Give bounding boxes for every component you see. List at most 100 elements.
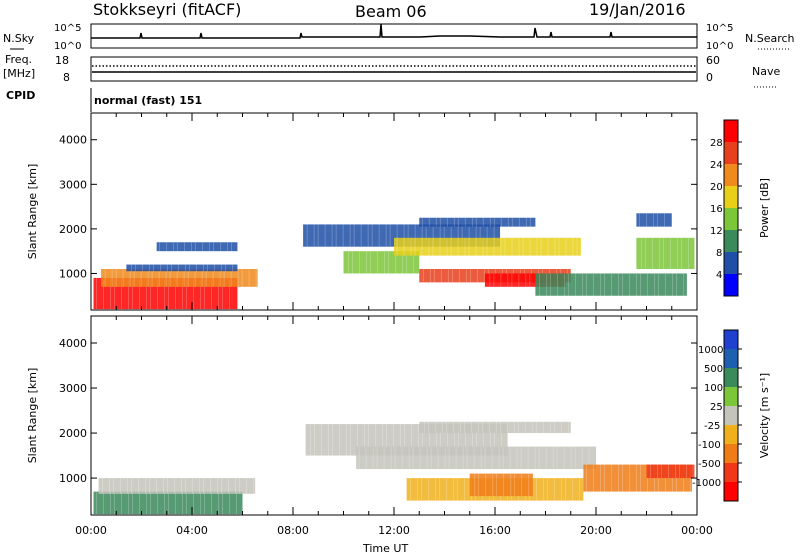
colorbar-tick-label: 500	[704, 364, 723, 375]
nsky-tick-low: 10^0	[54, 41, 81, 52]
colorbar-segment	[724, 444, 738, 463]
data-region	[101, 268, 258, 287]
freq-tick-low: 8	[63, 71, 70, 84]
y-tick-label: 3000	[59, 178, 87, 191]
colorbar-tick-label: -500	[698, 459, 721, 470]
x-tick-label: 00:00	[681, 524, 713, 537]
data-region	[419, 421, 571, 434]
colorbar-segment	[724, 387, 738, 406]
nsearch-tick-low: 10^0	[706, 41, 733, 52]
colorbar-tick-label: 1000	[698, 345, 723, 356]
y-axis-label: Slant Range [km]	[26, 368, 39, 464]
time-axis: 00:00 04:00 08:00 12:00 16:00 20:00 00:00	[75, 524, 713, 537]
y-tick-label: 1000	[59, 472, 87, 485]
x-tick-label: 08:00	[277, 524, 309, 537]
x-axis-label: Time UT	[362, 542, 408, 554]
colorbar-tick-label: 4	[716, 270, 722, 281]
cpid-text: normal (fast) 151	[94, 94, 202, 107]
data-region	[646, 464, 695, 479]
colorbar-tick-label: 24	[710, 160, 723, 171]
colorbar-tick-label: -25	[704, 421, 720, 432]
y-axis-label: Slant Range [km]	[26, 164, 39, 260]
colorbar-label: Velocity [m s⁻¹]	[758, 373, 771, 458]
y-tick-label: 2000	[59, 223, 87, 236]
data-region	[343, 251, 420, 274]
colorbar-tick-label: -1000	[692, 478, 721, 489]
nave-tick-high: 60	[706, 54, 720, 67]
data-region	[156, 242, 238, 252]
y-tick-label: 4000	[59, 337, 87, 350]
power-panel: 4000 3000 2000 1000 Slant Range [km] 28 24 20 16…	[26, 112, 771, 311]
data-region	[636, 213, 672, 227]
colorbar-segment	[724, 120, 738, 142]
cpid-label: CPID	[6, 89, 35, 102]
colorbar-tick-label: 25	[710, 402, 723, 413]
nsky-label: N.Sky	[3, 32, 35, 45]
colorbar-segment	[724, 230, 738, 252]
x-tick-label: 04:00	[176, 524, 208, 537]
data-region	[469, 473, 533, 497]
y-tick-label: 3000	[59, 382, 87, 395]
colorbar-segment	[724, 164, 738, 186]
y-tick-label: 1000	[59, 267, 87, 280]
nsky-strip: N.Sky 10^5 10^0 10^5 10^0 N.Search	[3, 23, 795, 52]
scatter-regions	[93, 421, 695, 515]
nsearch-tick-high: 10^5	[706, 23, 733, 34]
colorbar-tick-label: 28	[710, 138, 723, 149]
colorbar-label: Power [dB]	[758, 178, 771, 238]
nave-tick-low: 0	[706, 71, 713, 84]
freq-label-line2: [MHz]	[3, 67, 35, 80]
data-region	[419, 217, 536, 227]
colorbar-tick-label: 8	[716, 248, 722, 259]
x-tick-label: 20:00	[580, 524, 612, 537]
colorbar-segment	[724, 463, 738, 482]
colorbar-tick-label: -100	[698, 440, 721, 451]
x-tick-label: 16:00	[479, 524, 511, 537]
y-tick-label: 4000	[59, 134, 87, 147]
date-title: 19/Jan/2016	[589, 0, 686, 19]
colorbar-segment	[724, 482, 738, 501]
colorbar-tick-label: 12	[710, 226, 723, 237]
colorbar-tick-label: 100	[704, 383, 723, 394]
colorbar-segment	[724, 425, 738, 444]
nave-label: Nave	[752, 65, 780, 78]
colorbar-tick-label: 16	[710, 204, 723, 215]
data-region	[93, 491, 243, 515]
y-tick-label: 2000	[59, 427, 87, 440]
freq-tick-high: 18	[55, 54, 69, 67]
data-region	[535, 273, 687, 296]
data-region	[394, 237, 581, 256]
data-region	[98, 478, 256, 494]
colorbar-segment	[724, 274, 738, 296]
data-region	[356, 446, 596, 470]
colorbar-segment	[724, 186, 738, 208]
colorbar-segment	[724, 208, 738, 230]
nsearch-label: N.Search	[745, 32, 795, 45]
freq-frame	[90, 56, 698, 82]
colorbar-segment	[724, 142, 738, 164]
freq-label-line1: Freq.	[5, 53, 32, 66]
colorbar-frame	[723, 329, 739, 502]
colorbar-segment	[724, 406, 738, 425]
nsky-frame	[90, 23, 698, 49]
freq-strip: Freq. [MHz] 18 8 60 0 Nave	[3, 53, 780, 88]
beam-title: Beam 06	[355, 2, 427, 21]
x-tick-label: 12:00	[378, 524, 410, 537]
colorbar: 1000 500 100 25 -25 -100 -500 -1000 Velocity [m …	[692, 329, 771, 502]
x-tick-label: 00:00	[75, 524, 107, 537]
colorbar-segment	[724, 330, 738, 349]
cpid-strip: CPID normal (fast) 151	[6, 88, 202, 112]
colorbar-tick-label: 20	[710, 182, 723, 193]
scatter-regions	[93, 213, 695, 310]
colorbar-segment	[724, 252, 738, 274]
station-title: Stokkseyri (fitACF)	[93, 0, 241, 19]
colorbar-segment	[724, 349, 738, 368]
nsky-trace	[91, 23, 697, 39]
colorbar: 28 24 20 16 12 8 4 Power [dB]	[710, 119, 771, 297]
data-region	[636, 237, 695, 269]
nsky-tick-high: 10^5	[54, 23, 81, 34]
data-region	[126, 264, 238, 272]
colorbar-segment	[724, 368, 738, 387]
